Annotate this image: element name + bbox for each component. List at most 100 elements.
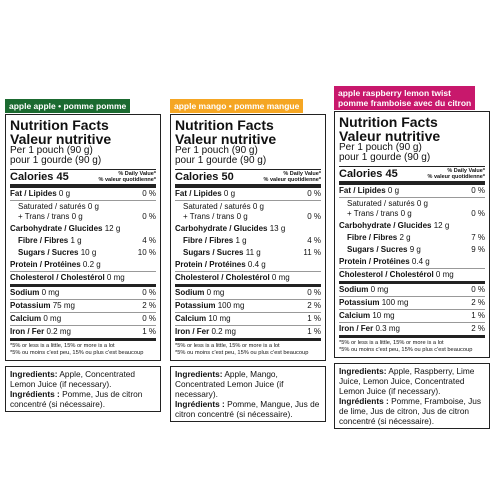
dv-en: % Daily Value*: [447, 168, 485, 174]
nutrient-amount: + Trans / trans 0 g: [347, 209, 412, 218]
ingredients-text: Pomme, Mangue, Jus de citron concentré (…: [175, 399, 320, 419]
daily-value: 10 %: [137, 248, 156, 257]
nutrient-label: Calcium 0 mg: [10, 314, 61, 324]
nutrient-row: Potassium 75 mg 2 %: [10, 300, 156, 313]
nutrient-row: Protein / Protéines 0.4 g: [339, 256, 485, 269]
nutrient-name: Fat / Lipides: [175, 189, 222, 198]
nutrition-panel: apple raspberry lemon twist pomme framboi…: [334, 86, 490, 429]
ingredients-label: Ingrédients :: [10, 389, 60, 399]
nutrient-row: Fat / Lipides 0 g 0 %: [175, 188, 321, 201]
title-fr: Valeur nutritive: [175, 131, 277, 147]
nutrient-name: Calcium: [10, 314, 42, 323]
daily-value: 11 %: [303, 248, 321, 257]
serving-en: Per 1 pouch (90 g): [10, 145, 93, 156]
ingredients-label: Ingredients:: [175, 369, 223, 379]
nutrient-amount: 12 g: [104, 224, 121, 233]
nutrient-name: Iron / Fer: [339, 324, 374, 333]
nutrient-label: Iron / Fer 0.3 mg: [339, 324, 400, 334]
nutrition-panel: apple mango • pomme mangue Nutrition Fact…: [170, 96, 326, 422]
nutrient-amount: 0 g: [387, 186, 400, 195]
ingredients-label: Ingredients:: [10, 369, 58, 379]
title-en: Nutrition Facts: [339, 114, 438, 130]
nutrient-amount: 0 mg: [41, 288, 60, 297]
nutrient-label: Saturated / saturés 0 g + Trans / trans 0…: [347, 199, 428, 219]
ingredients-fr: Ingrédients : Pomme, Jus de citron conce…: [10, 389, 156, 409]
nutrient-name: Saturated / saturés 0 g: [18, 202, 99, 211]
nutrient-amount: 1 g: [70, 236, 82, 245]
ingredients-box: Ingredients: Apple, Concentrated Lemon J…: [5, 366, 161, 412]
nutrient-name: Cholesterol / Cholestérol: [10, 273, 105, 282]
dv-fr: % valeur quotidienne*: [98, 177, 156, 183]
nutrient-amount: 0 mg: [271, 273, 290, 282]
nutrient-row: Calcium 10 mg 1 %: [339, 310, 485, 323]
nutrient-amount: 12 g: [433, 221, 450, 230]
nutrient-label: Saturated / saturés 0 g + Trans / trans 0…: [183, 202, 264, 222]
nutrient-name: Iron / Fer: [175, 327, 210, 336]
nutrient-amount: 100 mg: [217, 301, 245, 310]
nutrient-label: Fat / Lipides 0 g: [175, 189, 235, 199]
dv-header: % Daily Value*% valeur quotidienne*: [264, 171, 321, 183]
nutrient-amount: + Trans / trans 0 g: [183, 212, 248, 221]
nutrient-label: Sugars / Sucres 9 g: [347, 245, 421, 255]
ingredients-text: Apple, Concentrated Lemon Juice (if nece…: [10, 369, 135, 389]
nutrient-label: Calcium 10 mg: [175, 314, 231, 324]
flavor-tab: apple mango • pomme mangue: [170, 99, 304, 113]
title-en: Nutrition Facts: [10, 117, 109, 133]
daily-value: 9 %: [471, 245, 485, 254]
ingredients-text: Apple, Mango, Concentrated Lemon Juice (…: [175, 369, 284, 399]
footnote-en: *5% or less is a little, 15% or more is …: [175, 343, 280, 349]
ingredients-box: Ingredients: Apple, Raspberry, Lime Juic…: [334, 363, 490, 429]
nutrient-label: Cholesterol / Cholestérol 0 mg: [175, 273, 290, 283]
ingredients-en: Ingredients: Apple, Mango, Concentrated …: [175, 369, 321, 399]
nutrient-amount: 0.2 mg: [211, 327, 236, 336]
nutrient-label: Protein / Protéines 0.4 g: [339, 257, 430, 267]
daily-value: 1 %: [471, 311, 485, 320]
flavor-tab: apple raspberry lemon twist pomme framboi…: [334, 86, 476, 110]
nutrient-amount: 0 g: [58, 189, 71, 198]
nutrient-name: Sodium: [10, 288, 40, 297]
serving-en: Per 1 pouch (90 g): [339, 142, 422, 153]
nutrient-name: Calcium: [339, 311, 371, 320]
nutrient-row: Cholesterol / Cholestérol 0 mg: [10, 272, 156, 287]
nutrient-name: Fibre / Fibres: [347, 233, 398, 242]
nutrient-label: Cholesterol / Cholestérol 0 mg: [339, 270, 454, 280]
serving-fr: pour 1 gourde (90 g): [339, 152, 431, 163]
nutrient-row: Fat / Lipides 0 g 0 %: [10, 188, 156, 201]
flavor-name: apple apple • pomme pomme: [9, 101, 127, 111]
nutrient-name: Carbohydrate / Glucides: [10, 224, 103, 233]
nutrient-row: Protein / Protéines 0.2 g: [10, 259, 156, 272]
nutrient-row: Fat / Lipides 0 g 0 %: [339, 185, 485, 198]
nutrient-amount: 0 mg: [370, 285, 389, 294]
nutrient-label: Carbohydrate / Glucides 12 g: [339, 221, 449, 231]
ingredients-en: Ingredients: Apple, Raspberry, Lime Juic…: [339, 366, 485, 396]
dv-header: % Daily Value*% valeur quotidienne*: [99, 171, 156, 183]
nutrient-name: Sugars / Sucres: [18, 248, 79, 257]
footnote-fr: *5% ou moins c'est peu, 15% ou plus c'es…: [10, 350, 144, 356]
nutrient-amount: 10 mg: [208, 314, 231, 323]
nutrient-amount: 0 g: [223, 189, 236, 198]
ingredients-text: Apple, Raspberry, Lime Juice, Lemon Juic…: [339, 366, 475, 396]
nutrient-label: Fibre / Fibres 1 g: [18, 236, 82, 246]
nutrient-label: Potassium 100 mg: [175, 301, 244, 311]
nutrient-row: Calcium 0 mg 0 %: [10, 313, 156, 326]
daily-value: 0 %: [142, 189, 156, 198]
nutrient-row: Sugars / Sucres 11 g 11 %: [175, 247, 321, 259]
nutrient-name: Fibre / Fibres: [183, 236, 234, 245]
nutrient-label: Sugars / Sucres 10 g: [18, 248, 96, 258]
nutrient-label: Saturated / saturés 0 g + Trans / trans 0…: [18, 202, 99, 222]
nutrient-name: Fat / Lipides: [10, 189, 57, 198]
nutrient-amount: 0.2 mg: [46, 327, 71, 336]
nutrient-name: Protein / Protéines: [175, 260, 246, 269]
nutrient-name: Protein / Protéines: [10, 260, 81, 269]
nutrient-row: Carbohydrate / Glucides 12 g: [10, 223, 156, 235]
footnote-fr: *5% ou moins c'est peu, 15% ou plus c'es…: [175, 350, 309, 356]
nutrient-label: Calcium 10 mg: [339, 311, 395, 321]
daily-value: 2 %: [307, 301, 321, 310]
nutrient-name: Calcium: [175, 314, 207, 323]
nutrient-amount: 10 g: [80, 248, 97, 257]
nutrient-name: Sodium: [175, 288, 205, 297]
nutrient-row: Sugars / Sucres 9 g 9 %: [339, 244, 485, 256]
nutrient-label: Fat / Lipides 0 g: [10, 189, 70, 199]
facts-box: Nutrition Facts Valeur nutritive Per 1 pou…: [5, 114, 161, 361]
nutrient-amount: 0.3 mg: [375, 324, 400, 333]
